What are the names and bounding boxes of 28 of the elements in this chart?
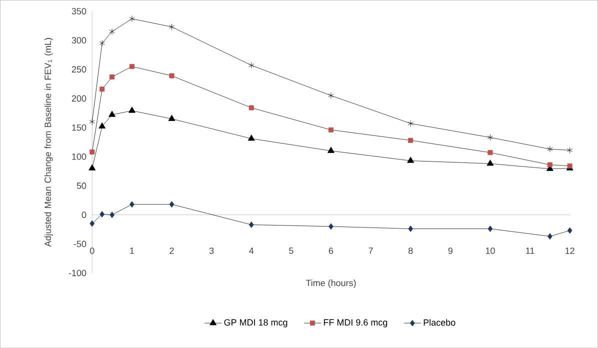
y-tick-label: 350 [72, 8, 86, 14]
y-tick-label: -100 [68, 270, 86, 276]
x-tick-label: 10 [486, 248, 495, 254]
legend-label: GP MDI 18 mcg [224, 319, 288, 328]
x-tick-label: 8 [408, 248, 413, 254]
x-tick-label: 5 [289, 248, 294, 254]
y-tick-label: 100 [72, 153, 86, 160]
x-tick-label: 4 [249, 248, 254, 254]
x-axis-title: Time (hours) [306, 279, 356, 288]
x-tick-label: 12 [566, 248, 574, 254]
x-tick-label: 2 [170, 248, 174, 254]
y-tick-label: -50 [74, 240, 86, 248]
x-tick-label: 6 [328, 248, 334, 254]
x-tick-label: 1 [130, 248, 134, 254]
x-tick-label: 0 [90, 248, 94, 254]
y-tick-label: 250 [72, 66, 86, 72]
legend-label: Placebo [424, 319, 456, 326]
legend-label: FF MDI 9.6 mcg [324, 319, 388, 328]
y-tick-label: 200 [72, 95, 86, 102]
x-tick-label: 9 [448, 248, 452, 254]
y-tick-label: 0 [82, 212, 86, 218]
y-tick-label: 50 [76, 182, 86, 189]
y-tick-label: 150 [72, 124, 86, 131]
y-axis-title: Adjusted Mean Change from Baseline in FEV$_{1}$ (mL) [44, 38, 53, 247]
x-tick-label: 11 [526, 248, 534, 254]
x-tick-label: 7 [368, 248, 373, 254]
y-tick-label: 300 [72, 37, 86, 44]
x-tick-label: 3 [209, 248, 214, 254]
